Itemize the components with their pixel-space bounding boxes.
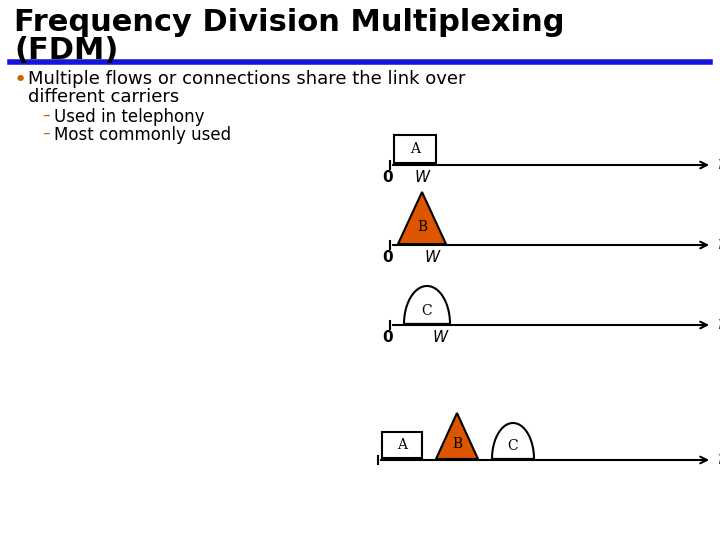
Text: W: W bbox=[424, 250, 440, 265]
Text: Multiple flows or connections share the link over: Multiple flows or connections share the … bbox=[28, 70, 466, 88]
Text: Most commonly used: Most commonly used bbox=[54, 126, 231, 144]
Text: 0: 0 bbox=[383, 330, 393, 345]
Text: 0: 0 bbox=[383, 170, 393, 185]
Text: f: f bbox=[718, 315, 720, 333]
Text: A: A bbox=[410, 142, 420, 156]
Polygon shape bbox=[398, 192, 446, 244]
Text: f: f bbox=[718, 235, 720, 253]
Text: different carriers: different carriers bbox=[28, 88, 179, 106]
Polygon shape bbox=[436, 413, 478, 459]
Bar bbox=[382, 432, 422, 458]
Polygon shape bbox=[404, 286, 450, 324]
Text: B: B bbox=[417, 220, 427, 234]
Text: –: – bbox=[42, 126, 50, 141]
Text: W: W bbox=[415, 170, 430, 185]
Text: Frequency Division Multiplexing: Frequency Division Multiplexing bbox=[14, 8, 564, 37]
Text: (FDM): (FDM) bbox=[14, 36, 118, 65]
Text: f: f bbox=[718, 450, 720, 468]
Text: f: f bbox=[718, 155, 720, 173]
Text: W: W bbox=[433, 330, 448, 345]
Bar bbox=[394, 135, 436, 163]
Polygon shape bbox=[492, 423, 534, 459]
Text: •: • bbox=[14, 70, 27, 90]
Text: 0: 0 bbox=[383, 250, 393, 265]
Text: Used in telephony: Used in telephony bbox=[54, 108, 204, 126]
Text: C: C bbox=[508, 440, 518, 454]
Text: –: – bbox=[42, 108, 50, 123]
Text: B: B bbox=[452, 437, 462, 451]
Text: C: C bbox=[422, 303, 432, 318]
Text: A: A bbox=[397, 438, 407, 452]
